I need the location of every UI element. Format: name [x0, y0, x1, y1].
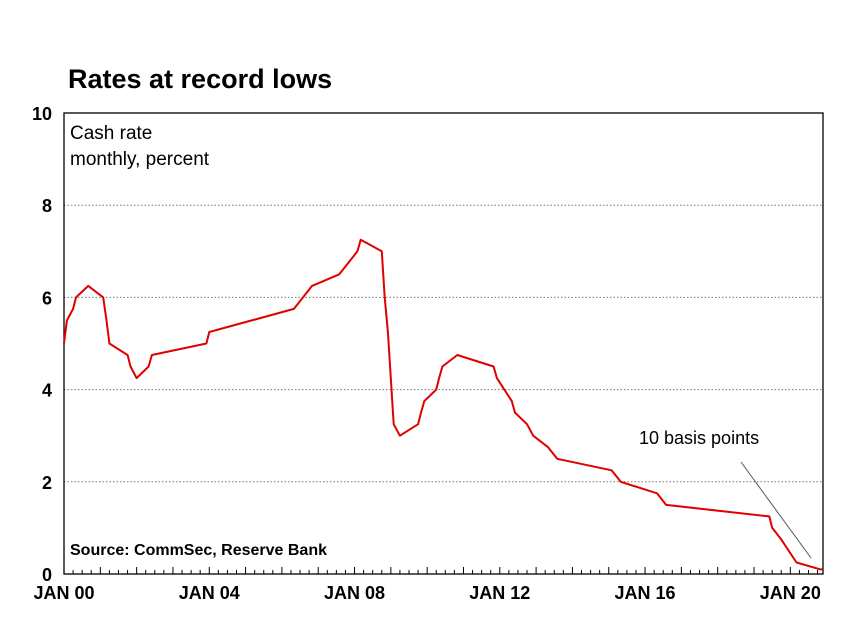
y-tick-label: 6 [42, 288, 52, 308]
chart-title: Rates at record lows [68, 64, 333, 94]
x-tick-label: JAN 20 [760, 583, 821, 603]
x-tick-label: JAN 12 [469, 583, 530, 603]
x-tick-label: JAN 00 [33, 583, 94, 603]
x-tick-label: JAN 08 [324, 583, 385, 603]
y-tick-label: 4 [42, 381, 52, 401]
x-tick-label: JAN 16 [615, 583, 676, 603]
annotation-label: 10 basis points [639, 428, 759, 448]
y-tick-label: 2 [42, 473, 52, 493]
y-axis-ticks: 0 2 4 6 8 10 [32, 104, 52, 585]
gridlines [64, 204, 823, 483]
source-note: Source: CommSec, Reserve Bank [70, 542, 327, 559]
unit-label-line-2: monthly, percent [70, 149, 210, 170]
y-tick-label: 10 [32, 104, 52, 124]
x-tick-label: JAN 04 [179, 583, 240, 603]
series-line-cash-rate [63, 238, 823, 571]
y-tick-label: 0 [42, 565, 52, 585]
unit-label-line-1: Cash rate [70, 123, 152, 144]
plot-frame [63, 112, 824, 575]
annotation-pointer [740, 461, 812, 559]
x-axis-ticks: JAN 00 JAN 04 JAN 08 JAN 12 JAN 16 JAN 20 [33, 567, 821, 603]
y-tick-label: 8 [42, 196, 52, 216]
